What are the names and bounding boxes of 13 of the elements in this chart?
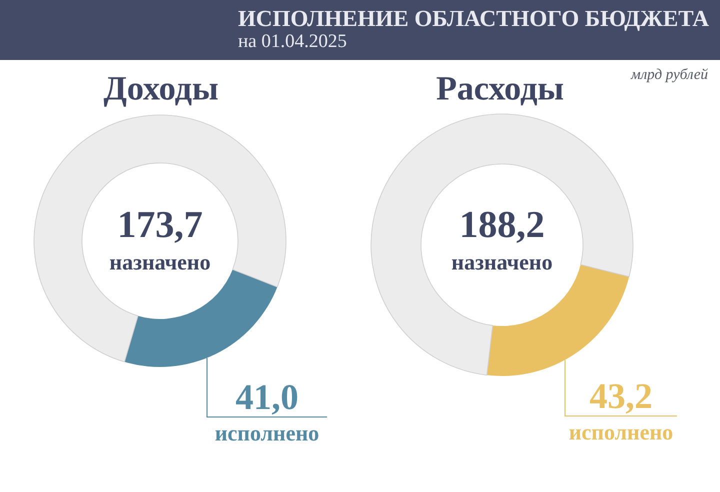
text: назначено (109, 250, 211, 274)
slice-label: исполнено (568, 420, 674, 444)
chart-title: Доходы (103, 70, 219, 108)
text: 188,2 (459, 204, 545, 246)
data-label: 43,2 (590, 376, 652, 416)
text: назначено (451, 250, 553, 274)
slice-label: исполнено (214, 420, 320, 446)
text: млрд рублей (631, 66, 708, 84)
chart-title: Расходы (436, 70, 564, 108)
text: ИСПОЛНЕНИЕ ОБЛАСТНОГО БЮДЖЕТА (238, 5, 710, 33)
text: на 01.04.2025 (238, 30, 347, 54)
data-label: 41,0 (236, 377, 298, 417)
text: 173,7 (117, 204, 203, 246)
